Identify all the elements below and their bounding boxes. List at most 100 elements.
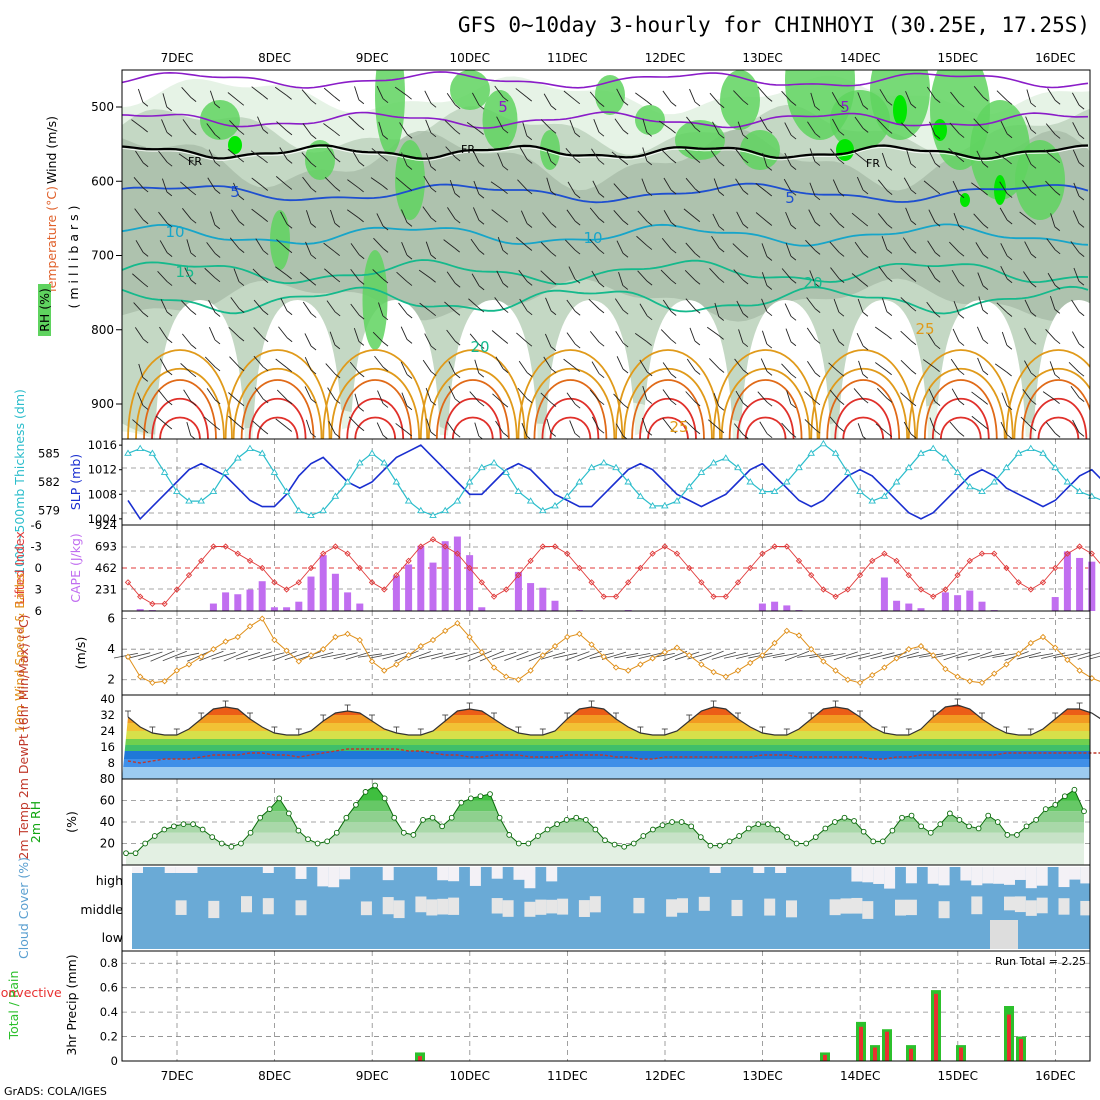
thickness-point [1051, 463, 1059, 471]
rh-moist-patch [362, 250, 388, 350]
wind-barb-flag [262, 337, 269, 343]
day-label-top: 13DEC [742, 51, 782, 65]
wind-barb [732, 243, 744, 254]
wind-barb-flag [1054, 249, 1061, 255]
cloud-gap-high [1036, 867, 1048, 886]
wind-barb [469, 391, 480, 403]
wind-barb [495, 356, 504, 369]
cloud-gap-middle [1004, 896, 1015, 911]
cloud-gap-middle [905, 899, 917, 916]
wind10m-units: (m/s) [73, 637, 88, 670]
wind-speed-point [856, 679, 864, 686]
wind-barb [1046, 238, 1056, 251]
cape-bar [209, 603, 217, 611]
precip-convective-bar [1019, 1039, 1023, 1061]
wind-barb [162, 650, 187, 662]
wind-barb-flag [862, 253, 869, 258]
wind-barb [150, 650, 175, 662]
wind-barb [180, 363, 192, 374]
cape-bar [880, 577, 888, 611]
wind-barb [955, 652, 980, 659]
wind-barb-flag [646, 100, 652, 106]
rh-point [487, 791, 493, 797]
wind-barb [274, 86, 287, 96]
thickness-point [1002, 463, 1011, 471]
wind-barb [1022, 180, 1032, 192]
wind-barb-flag [382, 156, 389, 162]
wind-barb [1049, 295, 1056, 310]
wind-barb-flag [310, 254, 317, 260]
wind-barb-flag [526, 372, 533, 377]
wind-barb-flag [1054, 374, 1061, 379]
wind-barb [443, 652, 468, 659]
isotherm-diurnal [639, 398, 697, 439]
wind-barb [1070, 241, 1080, 253]
wind-barb-flag [334, 251, 341, 257]
rh-point [515, 840, 522, 847]
lifted-index-point [930, 593, 937, 600]
wind-barb [472, 207, 480, 221]
cape-bar [1063, 551, 1071, 611]
day-label-bottom: 15DEC [938, 1069, 978, 1083]
wind-barb-flag [526, 281, 533, 286]
wind-barb-flag [982, 400, 988, 405]
wind-barb-flag [934, 401, 941, 407]
wind-barb-flag [478, 372, 485, 378]
cloud-gap-middle [1025, 900, 1037, 916]
wind-barb-flag [574, 433, 581, 438]
wind-barb-flag [502, 96, 509, 102]
wind-barb [634, 332, 647, 342]
wind-barb [641, 417, 648, 432]
wind-barb-flag [598, 160, 605, 165]
wind-barb-flag [382, 341, 389, 347]
wind-barb-flag [238, 157, 245, 163]
wind-barb-flag [742, 342, 749, 348]
wind-barb [1073, 182, 1080, 197]
wind-barb [877, 179, 888, 191]
thickness-point [1014, 449, 1023, 456]
wind-barb-flag [550, 279, 557, 285]
wind-barb [683, 208, 696, 219]
wind-barb [131, 119, 143, 129]
wind-barb [518, 269, 528, 282]
wind-barb-flag [958, 157, 965, 163]
wind-barb-flag [382, 278, 389, 284]
lifted-index-point [917, 586, 925, 593]
wind-barb-flag [670, 158, 677, 164]
day-label-top: 14DEC [840, 51, 880, 65]
wind-barb [1077, 652, 1100, 660]
wind-speed-point [429, 636, 437, 644]
cloud-gap-middle [971, 896, 983, 915]
wind-barb-flag [478, 401, 485, 407]
wind-tick-label: 4 [107, 642, 115, 656]
lifted-index-point [405, 557, 412, 564]
wind-barb-flag [790, 278, 797, 284]
temp-tick-label: 16 [100, 740, 115, 754]
wind-barb [661, 237, 672, 250]
cloud-gap-high [884, 867, 896, 889]
lifted-index-point [954, 572, 961, 579]
thickness-point [380, 459, 388, 466]
cloud-gap-middle [415, 896, 427, 913]
wind-barb [876, 388, 888, 399]
wind-barb [563, 358, 575, 369]
cloud-gap-middle [895, 899, 906, 916]
wind-barb-flag [550, 251, 557, 257]
wind-barb-flag [454, 340, 461, 346]
wind-barb [1046, 422, 1056, 434]
wind-barb-flag [622, 220, 629, 226]
wind-barb-flag [430, 187, 437, 193]
rh-saturated-patch [836, 139, 854, 161]
cape-bar [429, 562, 437, 611]
wind-barb-flag [718, 405, 725, 411]
pressure-tick-label: 800 [91, 323, 114, 337]
rh-point [468, 795, 474, 802]
day-label-bottom: 12DEC [645, 1069, 685, 1083]
wind-barb-flag [622, 368, 629, 374]
temp-tick-label: 24 [100, 724, 115, 738]
cloud-gap-middle [208, 900, 220, 919]
wind-barb-flag [262, 398, 269, 404]
isotherm-diurnal [354, 416, 396, 439]
cloud-gap-middle [491, 898, 503, 914]
